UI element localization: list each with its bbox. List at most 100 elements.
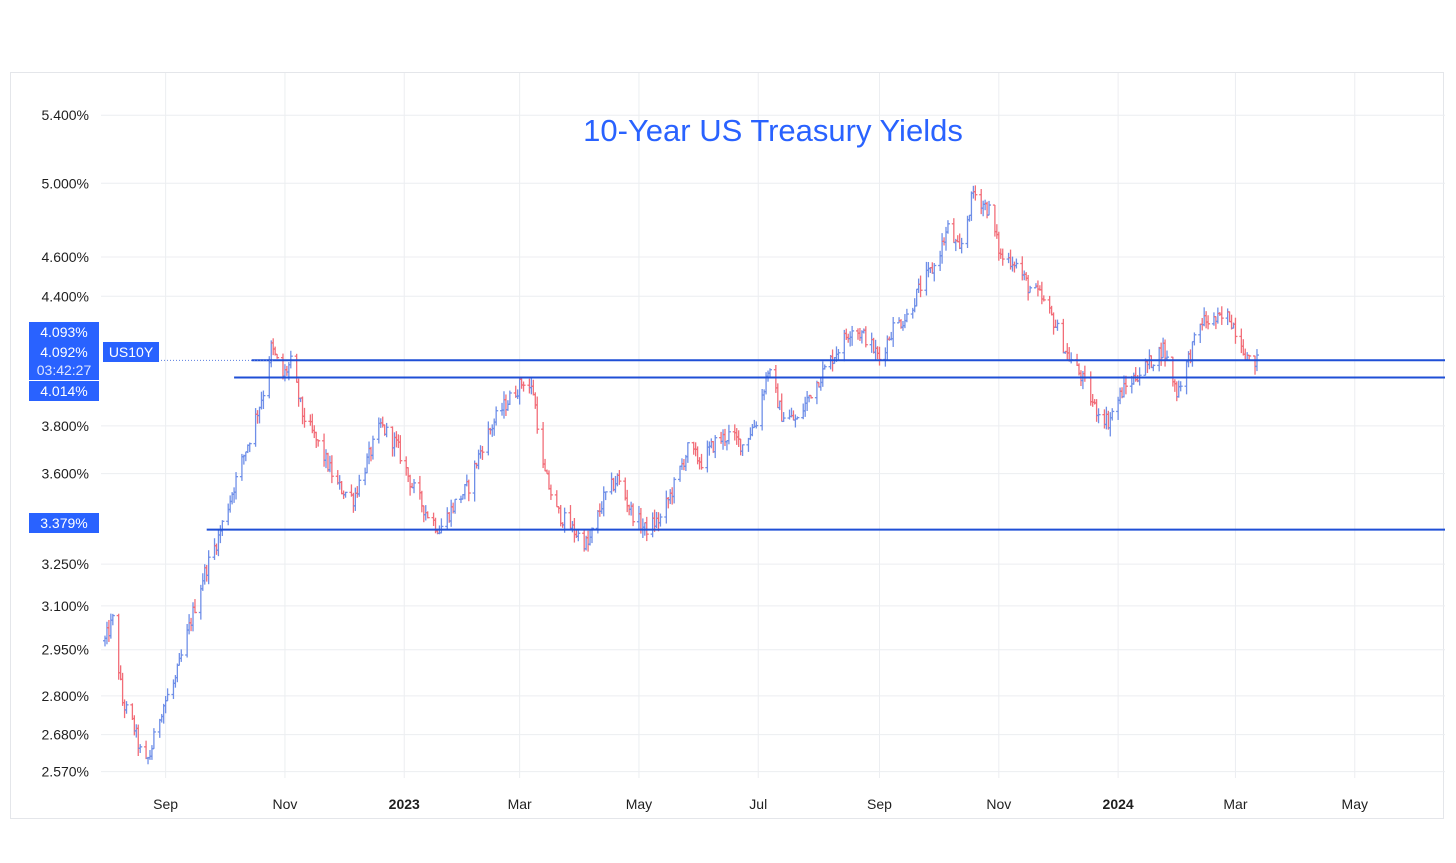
y-tick-label: 2.950% (42, 642, 89, 658)
chart-title: 10-Year US Treasury Yields (583, 113, 963, 148)
ohlc-bar (754, 421, 759, 429)
price-tag: 4.014% (29, 381, 99, 401)
ohlc-bar (234, 472, 239, 500)
price-tags: 4.093% 4.092% 03:42:27 4.014% 3.379% US10Y (29, 322, 159, 533)
ohlc-bars (103, 185, 1259, 765)
ohlc-bar (535, 396, 540, 434)
ohlc-bar (904, 308, 909, 323)
ohlc-bar (713, 435, 718, 459)
ohlc-bar (486, 421, 491, 456)
ohlc-bar (1055, 319, 1060, 331)
svg-text:4.014%: 4.014% (40, 383, 87, 399)
ohlc-bar (1014, 258, 1019, 269)
x-tick-label: May (1342, 796, 1368, 812)
ohlc-bar (617, 470, 622, 485)
svg-text:US10Y: US10Y (109, 344, 154, 360)
ohlc-bar (891, 317, 896, 347)
ohlc-bar (425, 511, 430, 519)
x-tick-label: 2024 (1103, 796, 1134, 812)
ohlc-bar (1151, 364, 1156, 372)
ohlc-bar (1061, 318, 1066, 354)
ohlc-bar (809, 394, 814, 399)
y-axis-labels: 5.400% 5.000% 4.600% 4.400% 3.800% 3.600% 3.25… (42, 107, 89, 779)
ohlc-bar (631, 503, 636, 527)
ohlc-bar (275, 353, 280, 359)
ohlc-bar (1000, 248, 1005, 266)
x-tick-label: Sep (867, 796, 892, 812)
x-tick-label: Sep (153, 796, 178, 812)
y-tick-label: 3.100% (42, 598, 89, 614)
y-tick-label: 2.800% (42, 688, 89, 704)
ohlc-bar (781, 412, 786, 423)
ohlc-bar (1137, 367, 1142, 386)
ohlc-bar (206, 550, 211, 585)
x-axis-labels: Sep Nov 2023 Mar May Jul Sep Nov 2024 Mar May (153, 796, 1368, 812)
x-tick-label: Nov (986, 796, 1011, 812)
ohlc-bar (576, 528, 581, 542)
ohlc-bar (261, 390, 266, 410)
ohlc-bar (822, 364, 827, 370)
chart-frame: 10-Year US Treasury Yields 5.400% 5.000% 4… (10, 72, 1445, 819)
ohlc-bar (138, 744, 143, 753)
ohlc-bar (343, 491, 348, 498)
y-tick-label: 3.250% (42, 556, 89, 572)
ohlc-bar (1028, 285, 1033, 294)
ohlc-bar (1123, 375, 1128, 395)
y-tick-label: 5.000% (42, 175, 89, 191)
ohlc-bar (507, 390, 512, 405)
ohlc-bar (151, 728, 156, 750)
ohlc-bar (795, 416, 800, 420)
ohlc-bar (1219, 306, 1224, 325)
price-tag-current-value: 4.092% (40, 344, 87, 360)
ohlc-bar (329, 455, 334, 484)
ohlc-bar (746, 437, 751, 452)
ohlc-bar (453, 498, 458, 514)
ohlc-bar (863, 326, 868, 348)
ohlc-bar (1192, 332, 1197, 346)
ohlc-bar (562, 507, 567, 533)
ohlc-bar (1110, 408, 1115, 421)
ohlc-bar (672, 477, 677, 504)
ohlc-bar (302, 407, 307, 428)
ohlc-bar (357, 474, 362, 497)
ohlc-bar (658, 513, 663, 527)
ohlc-bar (110, 613, 115, 626)
ohlc-bar (1165, 350, 1170, 361)
ohlc-bar (726, 424, 731, 445)
ohlc-bar (439, 518, 444, 534)
y-tick-label: 2.570% (42, 764, 89, 780)
y-tick-label: 4.400% (42, 288, 89, 304)
ohlc-bar (1206, 315, 1211, 330)
ohlc-bar (220, 520, 225, 536)
ohlc-bar (945, 220, 950, 234)
ohlc-bar (296, 378, 301, 407)
ohlc-bar (685, 442, 690, 463)
ohlc-bar (247, 442, 252, 453)
x-tick-label: Nov (272, 796, 297, 812)
ohlc-bar (699, 453, 704, 470)
countdown-timer: 03:42:27 (37, 362, 92, 378)
ohlc-bar (850, 325, 855, 346)
ohlc-bar (1233, 317, 1238, 344)
ohlc-bar (918, 275, 923, 298)
grid-layer (101, 73, 1445, 778)
price-tag: 4.093% (29, 322, 99, 342)
ohlc-bar (836, 349, 841, 360)
ohlc-bar (316, 439, 321, 447)
x-tick-label: Mar (1223, 796, 1247, 812)
y-tick-label: 3.600% (42, 466, 89, 482)
y-tick-label: 2.680% (42, 727, 89, 743)
svg-text:3.379%: 3.379% (40, 515, 87, 531)
ohlc-bar (165, 688, 170, 702)
ohlc-bar (480, 445, 485, 460)
horizontal-lines (161, 359, 1445, 531)
ohlc-bar (1096, 408, 1101, 424)
ohlc-bar (932, 263, 937, 282)
ohlc-bar (466, 479, 471, 502)
ohlc-bar (987, 200, 992, 216)
price-tag: 3.379% (29, 513, 99, 533)
ohlc-bar (548, 484, 553, 500)
ohlc-bar (554, 490, 559, 508)
ohlc-chart: 10-Year US Treasury Yields 5.400% 5.000% 4… (29, 73, 1445, 812)
symbol-tag: US10Y (103, 342, 159, 362)
